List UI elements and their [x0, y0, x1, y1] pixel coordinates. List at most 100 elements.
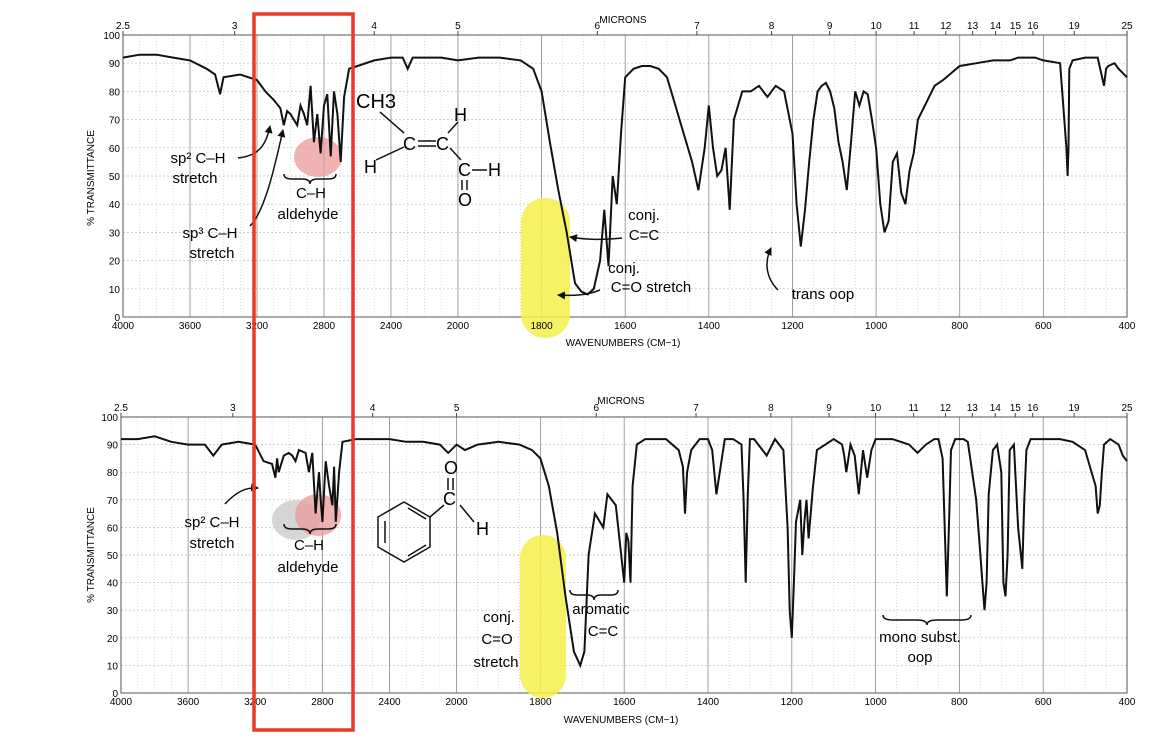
- svg-text:C=C: C=C: [588, 623, 619, 640]
- svg-text:C: C: [403, 134, 416, 154]
- atom-label: H: [364, 157, 377, 177]
- trans-oop-annotation: trans oop: [764, 247, 855, 303]
- micron-tick-label: 12: [940, 403, 952, 414]
- y-tick-label: 50: [107, 551, 119, 562]
- svg-text:aromatic: aromatic: [572, 601, 630, 618]
- arrow: [569, 234, 623, 243]
- micron-tick-label: 12: [940, 21, 952, 32]
- wavenumbers-axis-label: WAVENUMBERS (CM−1): [566, 338, 681, 349]
- x-tick-label: 4000: [112, 321, 135, 332]
- brace: [882, 614, 972, 626]
- svg-text:H: H: [364, 157, 377, 177]
- svg-text:H: H: [488, 160, 501, 180]
- spectrum-line: [121, 435, 1128, 669]
- micron-tick-label: 4: [370, 403, 376, 414]
- micron-tick-label: 5: [455, 21, 461, 32]
- annotation-line: stretch: [189, 535, 234, 552]
- micron-tick-label: 16: [1027, 403, 1039, 414]
- micron-tick-label: 8: [768, 403, 774, 414]
- y-tick-label: 70: [109, 116, 121, 127]
- micron-tick-label: 13: [967, 21, 979, 32]
- atom-label: H: [476, 519, 489, 539]
- atom-label: H: [488, 160, 501, 180]
- svg-text:C=C: C=C: [629, 227, 660, 244]
- crotonaldehyde-structure: CH3 H H C C C H O: [356, 91, 501, 210]
- plot-frame: [122, 34, 1128, 318]
- svg-text:conj.: conj.: [483, 609, 515, 626]
- y-tick-label: 80: [109, 87, 121, 98]
- svg-text:CH3: CH3: [356, 91, 396, 113]
- x-tick-label: 2800: [313, 321, 336, 332]
- svg-text:conj.: conj.: [608, 260, 640, 277]
- atom-label: O: [458, 190, 472, 210]
- annotation-line: conj.: [483, 609, 515, 626]
- x-tick-label: 1800: [530, 321, 553, 332]
- svg-text:C=O: C=O: [481, 631, 512, 648]
- annotation-line: C–H: [296, 185, 326, 202]
- annotation-line: C=C: [588, 623, 619, 640]
- svg-text:sp³ C–H: sp³ C–H: [182, 225, 237, 242]
- svg-text:C: C: [443, 489, 456, 509]
- y-tick-label: 50: [109, 172, 121, 183]
- sp2-ch-annotation: sp² C–H stretch: [170, 125, 273, 187]
- atom-label: CH3: [356, 91, 396, 113]
- micron-tick-label: 25: [1121, 21, 1133, 32]
- y-tick-label: 10: [109, 285, 121, 296]
- brace: [569, 589, 619, 601]
- annotation-line: C–H: [294, 537, 324, 554]
- y-tick-label: 100: [101, 413, 118, 424]
- annotation-line: conj.: [628, 207, 660, 224]
- aldehyde-annotation: C–H aldehyde: [278, 173, 338, 223]
- brace: [283, 523, 337, 535]
- micron-tick-label: 11: [909, 21, 920, 32]
- micron-tick-label: 9: [827, 21, 833, 32]
- atom-label: C: [458, 160, 471, 180]
- micron-tick-label: 2.5: [114, 403, 128, 414]
- x-tick-label: 800: [951, 321, 968, 332]
- annotation-line: stretch: [473, 654, 518, 671]
- micron-tick-label: 14: [990, 403, 1002, 414]
- micron-tick-label: 25: [1121, 403, 1133, 414]
- micron-tick-label: 5: [454, 403, 460, 414]
- svg-text:oop: oop: [907, 649, 932, 666]
- micron-tick-label: 16: [1027, 21, 1039, 32]
- micron-tick-label: 3: [232, 21, 238, 32]
- x-tick-label: 4000: [110, 697, 133, 708]
- svg-text:C–H: C–H: [294, 537, 324, 554]
- y-tick-label: 80: [107, 468, 119, 479]
- svg-text:aldehyde: aldehyde: [278, 559, 339, 576]
- y-tick-label: 30: [109, 228, 121, 239]
- x-tick-label: 2400: [378, 697, 401, 708]
- x-tick-label: 600: [1035, 321, 1052, 332]
- svg-text:C: C: [436, 134, 449, 154]
- micron-tick-label: 6: [595, 21, 601, 32]
- x-tick-label: 2800: [311, 697, 334, 708]
- atom-label: O: [444, 458, 458, 478]
- sp2-ch-annotation: sp² C–H stretch: [184, 483, 259, 552]
- arrow: [237, 125, 273, 159]
- micron-tick-label: 19: [1069, 21, 1081, 32]
- x-tick-label: 3200: [246, 321, 269, 332]
- x-tick-label: 800: [951, 697, 968, 708]
- mono-subst-annotation: mono subst. oop: [879, 614, 972, 666]
- ch-region-highlight-box: [252, 12, 355, 732]
- micron-tick-label: 10: [871, 21, 883, 32]
- atom-label: C: [403, 134, 416, 154]
- y-tick-label: 20: [109, 257, 121, 268]
- microns-axis-label: MICRONS: [599, 15, 647, 26]
- svg-text:trans oop: trans oop: [792, 286, 855, 303]
- annotation-line: sp² C–H: [170, 150, 225, 167]
- micron-tick-label: 15: [1010, 403, 1022, 414]
- y-tick-label: 0: [114, 313, 120, 324]
- conj-co-highlight: [521, 198, 570, 338]
- transmittance-axis-label: % TRANSMITTANCE: [86, 507, 97, 603]
- annotation-line: sp³ C–H: [182, 225, 237, 242]
- x-tick-label: 400: [1119, 697, 1136, 708]
- annotation-line: aldehyde: [278, 559, 339, 576]
- conj-cc-annotation: conj. C=C: [569, 207, 660, 244]
- svg-text:stretch: stretch: [473, 654, 518, 671]
- svg-text:H: H: [454, 105, 467, 125]
- conj-co-annotation: conj. C=O stretch: [473, 609, 518, 671]
